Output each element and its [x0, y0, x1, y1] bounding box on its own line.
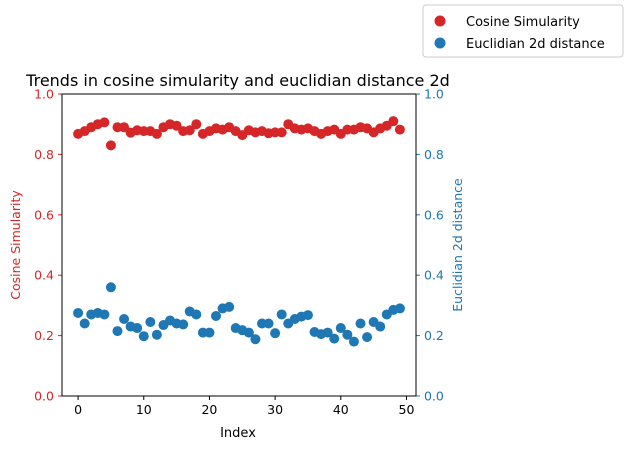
left-y-tick-label: 0.6: [34, 207, 54, 222]
left-y-axis-ticks: 0.0 0.2 0.4 0.6 0.8 1.0: [34, 87, 62, 404]
euclidian-point: [276, 309, 287, 320]
cosine-point: [394, 124, 405, 135]
euclidian-point: [394, 303, 405, 314]
euclidian-point: [73, 307, 84, 318]
right-y-axis-ticks: 0.0 0.2 0.4 0.6 0.8 1.0: [416, 87, 444, 404]
legend-label-cosine: Cosine Simularity: [466, 15, 580, 30]
euclidian-point: [132, 323, 143, 334]
cosine-series-points: [73, 116, 405, 151]
euclidian-point: [250, 334, 261, 345]
cosine-point: [184, 125, 195, 136]
right-y-tick-label: 0.0: [424, 389, 444, 404]
right-y-tick-label: 1.0: [424, 87, 444, 102]
euclidian-series-points: [73, 282, 405, 347]
legend-frame: [422, 4, 624, 58]
x-axis-label: Index: [220, 426, 256, 441]
left-y-tick-label: 1.0: [34, 87, 54, 102]
euclidian-point: [329, 333, 340, 344]
cosine-point: [191, 119, 202, 130]
cosine-point: [105, 140, 116, 151]
euclidian-point: [151, 329, 162, 340]
cosine-point: [99, 117, 110, 128]
legend-marker-cosine: [434, 15, 446, 27]
euclidian-point: [270, 328, 281, 339]
euclidian-point: [355, 318, 366, 329]
euclidian-point: [342, 329, 353, 340]
plot-area: [62, 94, 416, 396]
x-tick-label: 50: [399, 402, 415, 417]
legend-label-euclidian: Euclidian 2d distance: [466, 37, 605, 52]
legend: Cosine Simularity Euclidian 2d distance: [422, 4, 624, 58]
euclidian-point: [79, 318, 90, 329]
euclidian-point: [211, 310, 222, 321]
euclidian-point: [302, 310, 313, 321]
right-y-tick-label: 0.8: [424, 147, 444, 162]
x-tick-label: 30: [267, 402, 283, 417]
cosine-point: [151, 128, 162, 139]
left-y-axis-label: Cosine Simularity: [8, 190, 23, 300]
euclidian-point: [322, 327, 333, 338]
euclidian-point: [119, 313, 130, 324]
chart-title: Trends in cosine simularity and euclidia…: [25, 71, 450, 90]
x-tick-label: 20: [201, 402, 217, 417]
legend-marker-euclidian: [434, 37, 446, 49]
x-tick-label: 10: [136, 402, 152, 417]
left-y-tick-label: 0.2: [34, 328, 54, 343]
euclidian-point: [204, 327, 215, 338]
cosine-point: [388, 116, 399, 127]
right-y-tick-label: 0.6: [424, 207, 444, 222]
euclidian-point: [145, 317, 156, 328]
x-axis-ticks: 0 10 20 30 40 50: [74, 396, 414, 417]
right-y-axis-label: Euclidian 2d distance: [450, 178, 465, 312]
euclidian-point: [112, 326, 123, 337]
left-y-tick-label: 0.4: [34, 268, 54, 283]
euclidian-point: [362, 332, 373, 343]
cosine-point: [119, 122, 130, 133]
euclidian-point: [105, 282, 116, 293]
euclidian-point: [243, 327, 254, 338]
euclidian-point: [99, 309, 110, 320]
euclidian-point: [138, 331, 149, 342]
cosine-point: [171, 120, 182, 131]
euclidian-point: [375, 321, 386, 332]
left-y-tick-label: 0.0: [34, 389, 54, 404]
x-tick-label: 40: [333, 402, 349, 417]
euclidian-point: [224, 301, 235, 312]
euclidian-point: [191, 309, 202, 320]
x-tick-label: 0: [74, 402, 82, 417]
left-y-tick-label: 0.8: [34, 147, 54, 162]
right-y-tick-label: 0.2: [424, 328, 444, 343]
right-y-tick-label: 0.4: [424, 268, 444, 283]
euclidian-point: [263, 318, 274, 329]
euclidian-point: [335, 323, 346, 334]
cosine-point: [276, 127, 287, 138]
euclidian-point: [178, 319, 189, 330]
euclidian-point: [348, 336, 359, 347]
